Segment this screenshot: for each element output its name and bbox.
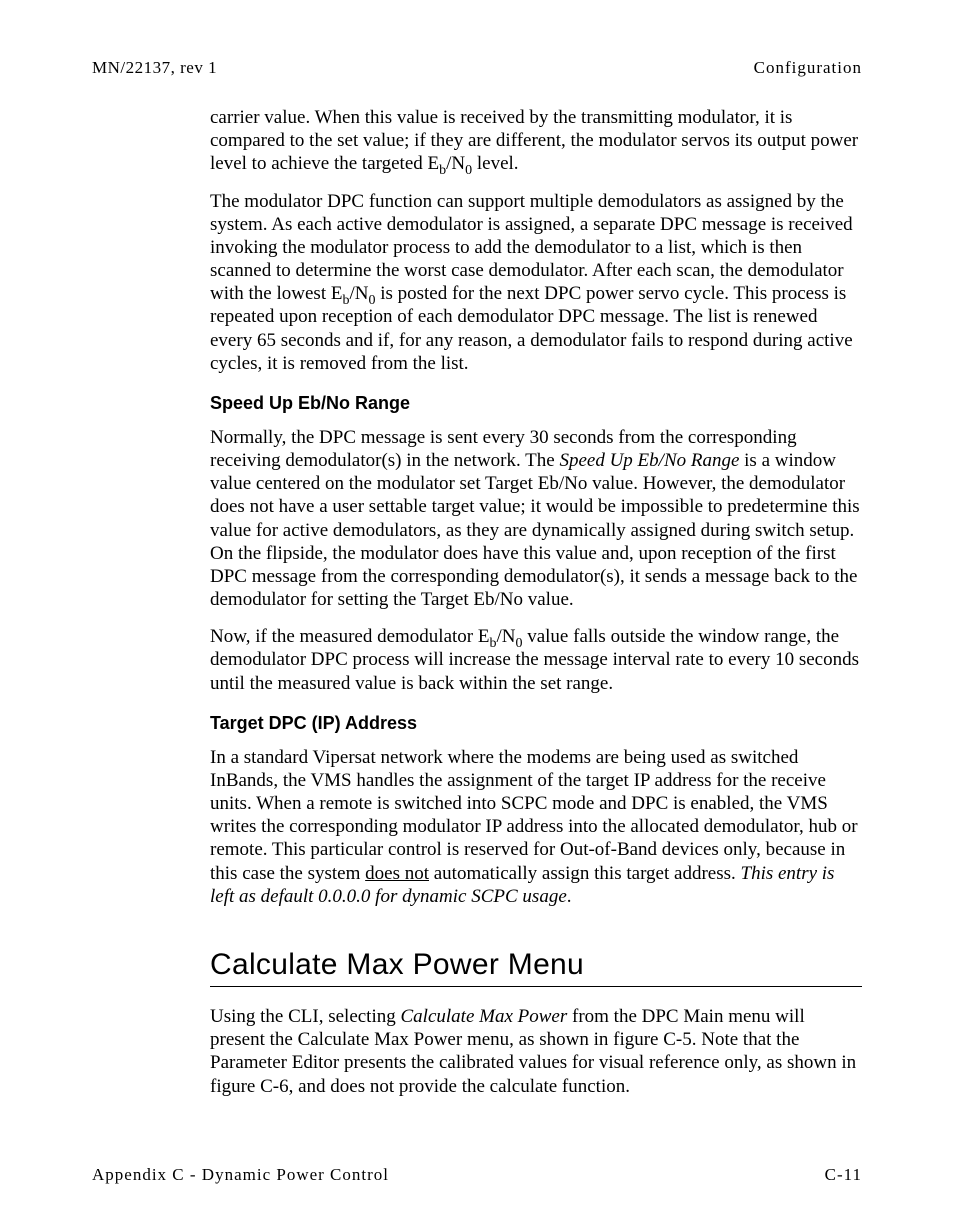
text: .: [567, 886, 572, 907]
paragraph-target-dpc: In a standard Vipersat network where the…: [210, 746, 862, 908]
header-right: Configuration: [754, 58, 862, 78]
heading-calculate-max-power: Calculate Max Power Menu: [210, 948, 862, 982]
text: is a window value centered on the modula…: [210, 450, 860, 610]
underline-does-not: does not: [365, 863, 429, 884]
page: MN/22137, rev 1 Configuration carrier va…: [0, 0, 954, 1227]
paragraph-modulator-dpc: The modulator DPC function can support m…: [210, 190, 862, 375]
running-footer: Appendix C - Dynamic Power Control C-11: [92, 1165, 862, 1185]
text: carrier value. When this value is receiv…: [210, 107, 858, 174]
text: /N: [446, 153, 465, 174]
paragraph-calculate-max-power: Using the CLI, selecting Calculate Max P…: [210, 1005, 862, 1098]
text: /N: [496, 626, 515, 647]
footer-right: C-11: [825, 1165, 862, 1185]
footer-left: Appendix C - Dynamic Power Control: [92, 1165, 389, 1185]
text: level.: [472, 153, 518, 174]
paragraph-speed-up: Normally, the DPC message is sent every …: [210, 426, 862, 611]
text: Now, if the measured demodulator E: [210, 626, 489, 647]
body-column: carrier value. When this value is receiv…: [210, 106, 862, 1098]
paragraph-carrier-value: carrier value. When this value is receiv…: [210, 106, 862, 176]
text: automatically assign this target address…: [429, 863, 741, 884]
italic-speed-up-range: Speed Up Eb/No Range: [559, 450, 739, 471]
heading-target-dpc: Target DPC (IP) Address: [210, 713, 862, 734]
heading-speed-up: Speed Up Eb/No Range: [210, 393, 862, 414]
italic-calc-max-power: Calculate Max Power: [401, 1006, 568, 1027]
running-header: MN/22137, rev 1 Configuration: [92, 58, 862, 78]
text: /N: [349, 283, 368, 304]
text: Using the CLI, selecting: [210, 1006, 401, 1027]
paragraph-measured-demod: Now, if the measured demodulator Eb/N0 v…: [210, 625, 862, 695]
header-left: MN/22137, rev 1: [92, 58, 217, 78]
heading-rule: [210, 986, 862, 987]
